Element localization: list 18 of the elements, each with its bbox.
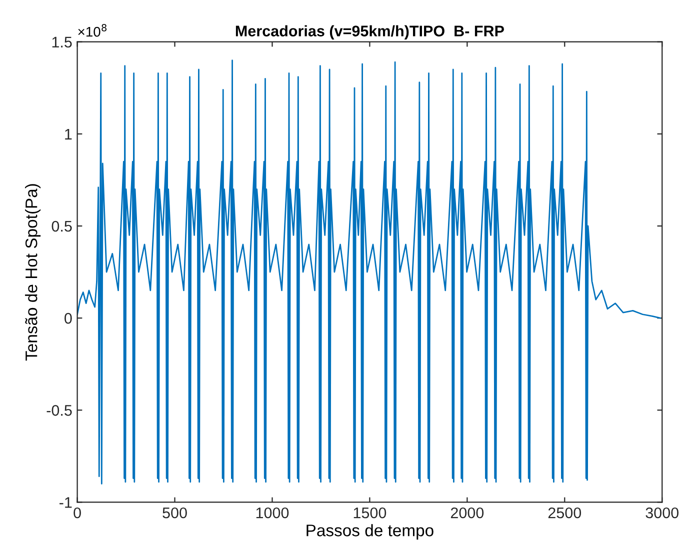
x-tick-label: 1500: [354, 507, 386, 518]
y-tick-label: -0.5: [46, 405, 72, 416]
x-tick-label: 3000: [646, 507, 679, 518]
x-tick-label: 500: [162, 507, 187, 518]
x-tick-label: 0: [74, 507, 81, 518]
y-tick-label: 1.5: [52, 36, 72, 48]
y-tick-label: 0: [64, 312, 72, 324]
x-tick-label: 2500: [548, 507, 582, 518]
line-series: [77, 60, 661, 484]
x-tick-label: 2000: [450, 507, 484, 518]
x-tick-label: 1000: [256, 507, 289, 518]
x-axis-title: Passos de tempo: [306, 524, 434, 540]
chart-title: Mercadorias (v=95km/h)TIPO B- FRP: [236, 25, 504, 40]
y-tick-label: 0.5: [52, 220, 72, 232]
y-axis-title: Tensão de Hot Spot(Pa): [25, 184, 41, 361]
text: ×10$^{8}$: [78, 24, 107, 37]
y-tick-label: -1: [60, 497, 72, 508]
y-tick-label: 1: [65, 128, 72, 140]
